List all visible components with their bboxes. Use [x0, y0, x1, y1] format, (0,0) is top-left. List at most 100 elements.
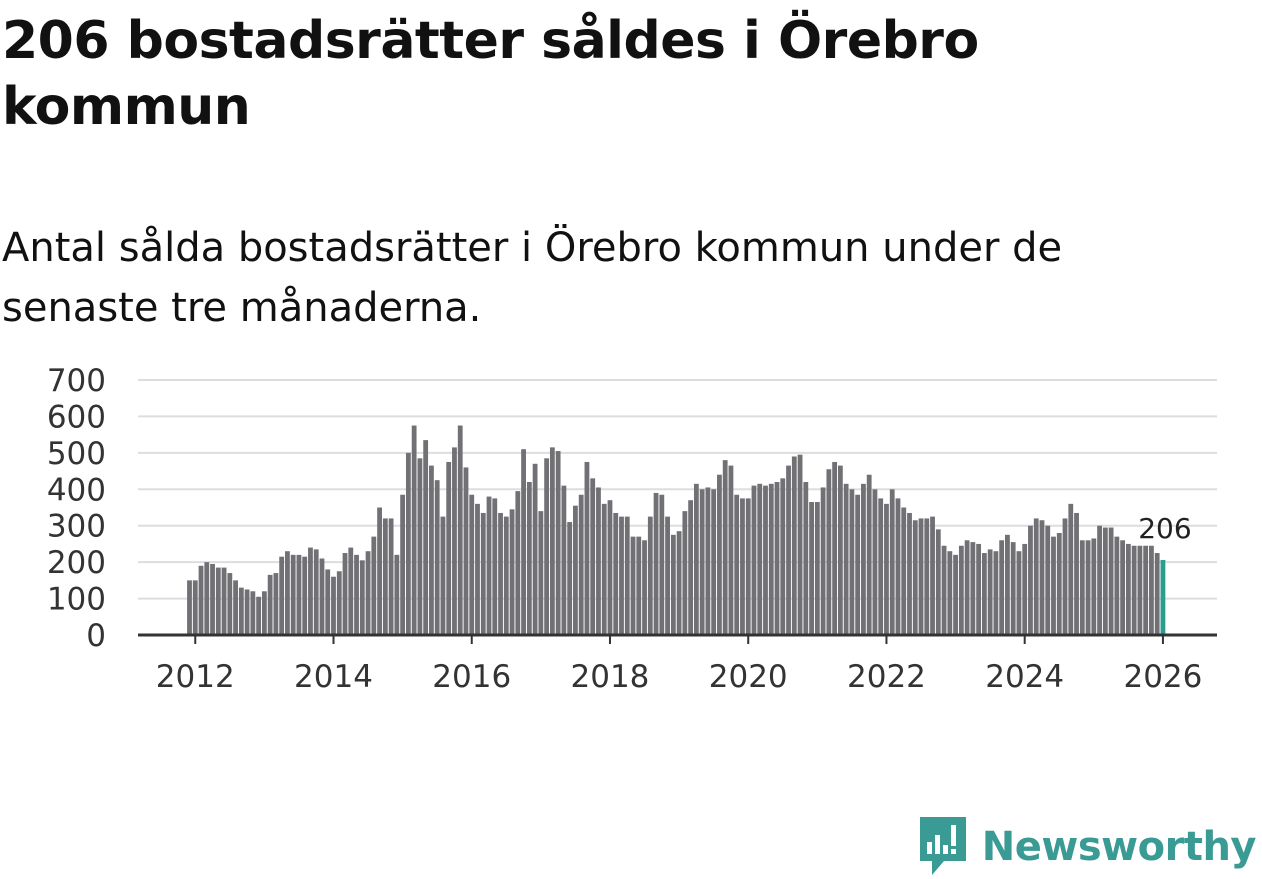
bar	[267, 574, 273, 635]
bar	[676, 531, 682, 635]
bar	[682, 511, 688, 635]
bar	[624, 516, 630, 635]
bar	[1079, 540, 1085, 635]
bar	[751, 485, 757, 635]
page-title: 206 bostadsrätter såldes i Örebro kommun	[2, 11, 979, 137]
bar	[999, 540, 1005, 635]
x-tick-label: 2026	[1123, 659, 1202, 695]
bar	[590, 478, 596, 635]
bar	[233, 580, 238, 635]
bar	[895, 498, 901, 635]
bar	[803, 482, 809, 635]
brand-name: Newsworthy	[981, 824, 1257, 870]
bar	[711, 489, 717, 635]
bar	[578, 494, 584, 635]
x-tick-label: 2022	[847, 659, 926, 695]
bar-latest	[1160, 559, 1166, 635]
bar	[607, 500, 613, 635]
bar	[832, 461, 838, 635]
bar	[843, 483, 849, 635]
bar	[774, 482, 780, 635]
bar	[365, 551, 371, 635]
bar	[509, 509, 515, 635]
bar	[699, 489, 705, 635]
x-tick-label: 2014	[294, 659, 373, 695]
bar	[613, 512, 619, 635]
bar	[549, 447, 555, 635]
bar	[791, 456, 797, 635]
bar	[417, 458, 423, 635]
bars	[187, 425, 1166, 635]
bar	[423, 440, 429, 635]
bar	[970, 542, 976, 635]
bar	[342, 553, 348, 635]
bar	[198, 565, 204, 635]
bar	[665, 516, 670, 635]
bar	[394, 554, 400, 635]
y-tick-label: 700	[47, 363, 106, 399]
x-axis-tick-labels: 2012 2014 2016 2018 2020 2022 2024 2026	[156, 635, 1202, 695]
bar	[797, 454, 803, 635]
bar	[532, 463, 538, 635]
bar	[912, 520, 918, 635]
bar	[1085, 540, 1091, 635]
bar	[457, 425, 463, 635]
bar	[521, 449, 526, 635]
bar	[757, 483, 763, 635]
bar	[555, 451, 561, 635]
bar	[492, 498, 498, 635]
bar	[642, 540, 647, 635]
bar	[1068, 503, 1074, 635]
bar	[238, 587, 244, 635]
bar	[728, 465, 734, 635]
bar	[763, 485, 768, 635]
data-label-latest: 206	[1138, 512, 1191, 545]
bar	[993, 551, 999, 635]
bar	[717, 474, 722, 635]
y-tick-label: 500	[47, 436, 106, 472]
bar	[221, 567, 227, 635]
bar	[1010, 542, 1016, 635]
bar	[290, 554, 296, 635]
bar	[1120, 540, 1126, 635]
bar	[889, 489, 895, 635]
bar	[1143, 545, 1149, 635]
bar	[670, 534, 676, 635]
bar	[1154, 553, 1160, 635]
bar	[630, 536, 636, 635]
bar	[538, 511, 544, 635]
bar	[429, 465, 434, 635]
y-tick-label: 0	[86, 618, 106, 654]
bar	[924, 518, 930, 635]
bar	[1056, 533, 1062, 635]
bar	[941, 545, 947, 635]
x-tick-label: 2020	[709, 659, 788, 695]
bar	[647, 516, 653, 635]
bar	[584, 461, 590, 635]
bar	[1005, 534, 1010, 635]
bar	[693, 483, 699, 635]
bar	[544, 458, 550, 635]
bar	[849, 489, 855, 635]
bar	[837, 465, 843, 635]
bar	[814, 502, 820, 635]
bar	[705, 487, 711, 635]
bar	[359, 560, 365, 635]
bar	[596, 487, 601, 635]
y-tick-label: 300	[47, 509, 106, 545]
bar	[780, 478, 786, 635]
bar	[411, 425, 417, 635]
x-tick-label: 2016	[432, 659, 511, 695]
bar	[377, 507, 382, 635]
bar	[308, 547, 313, 635]
bar	[256, 596, 262, 635]
bar	[878, 498, 884, 635]
bar	[1016, 551, 1022, 635]
bar	[1045, 525, 1051, 635]
bar	[1097, 525, 1102, 635]
bar	[561, 485, 567, 635]
bar	[1149, 545, 1154, 635]
bar	[958, 545, 964, 635]
newsworthy-brand[interactable]: Newsworthy	[918, 815, 1257, 879]
